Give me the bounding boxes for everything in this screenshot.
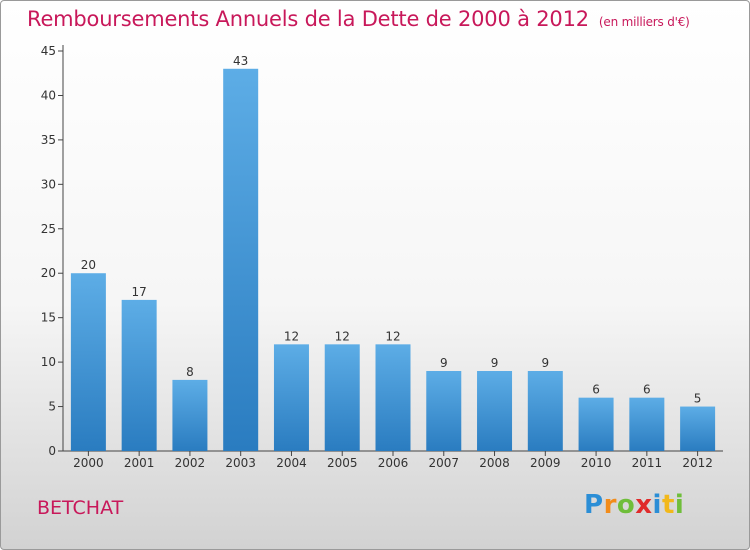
x-tick-label: 2012 bbox=[682, 456, 713, 470]
x-tick-label: 2010 bbox=[581, 456, 612, 470]
y-tick-label: 20 bbox=[41, 266, 56, 280]
x-tick-label: 2000 bbox=[73, 456, 104, 470]
y-tick-label: 45 bbox=[41, 44, 56, 58]
data-label: 9 bbox=[491, 356, 499, 370]
x-tick-label: 2005 bbox=[327, 456, 358, 470]
x-tick-label: 2002 bbox=[175, 456, 206, 470]
x-tick-label: 2001 bbox=[124, 456, 155, 470]
bar bbox=[375, 344, 411, 451]
bar bbox=[680, 406, 716, 451]
data-label: 6 bbox=[592, 383, 600, 397]
data-label: 43 bbox=[233, 54, 248, 68]
chart-unit: (en milliers d'€) bbox=[598, 15, 690, 29]
x-tick-label: 2008 bbox=[479, 456, 510, 470]
bar bbox=[578, 397, 614, 451]
y-tick-label: 25 bbox=[41, 222, 56, 236]
logo-letter: x bbox=[635, 490, 653, 520]
bar bbox=[273, 344, 309, 451]
bar bbox=[121, 299, 157, 451]
logo-letter: r bbox=[603, 490, 617, 520]
data-label: 8 bbox=[186, 365, 194, 379]
logo-letter: P bbox=[584, 490, 604, 520]
data-label: 6 bbox=[643, 383, 651, 397]
data-label: 20 bbox=[81, 258, 96, 272]
data-label: 12 bbox=[335, 329, 350, 343]
bar bbox=[426, 371, 462, 451]
logo-letter: t bbox=[661, 490, 675, 520]
data-label: 12 bbox=[284, 329, 299, 343]
x-tick-label: 2003 bbox=[225, 456, 256, 470]
x-tick-label: 2009 bbox=[530, 456, 561, 470]
bar bbox=[172, 379, 208, 451]
logo-letter: o bbox=[616, 490, 636, 520]
chart-title-text: Remboursements Annuels de la Dette de 20… bbox=[27, 7, 589, 31]
y-tick-label: 15 bbox=[41, 311, 56, 325]
data-label: 17 bbox=[132, 285, 147, 299]
data-label: 9 bbox=[541, 356, 549, 370]
logo-letter: i bbox=[674, 490, 685, 520]
bar bbox=[527, 371, 563, 451]
y-tick-label: 35 bbox=[41, 133, 56, 147]
bars: 20 17 8 43 12 12 12 9 9 9 6 6 5 bbox=[70, 54, 716, 452]
y-tick-label: 30 bbox=[41, 177, 56, 191]
axes: 0 5 10 15 20 25 30 35 40 45 2000 2001 2002 2003 2004 20… bbox=[41, 44, 723, 470]
y-tick-label: 5 bbox=[48, 400, 56, 414]
data-label: 12 bbox=[385, 329, 400, 343]
proxiti-logo: Proxiti bbox=[584, 490, 684, 520]
x-tick-label: 2007 bbox=[428, 456, 459, 470]
data-label: 9 bbox=[440, 356, 448, 370]
x-tick-label: 2011 bbox=[632, 456, 663, 470]
x-tick-label: 2004 bbox=[276, 456, 307, 470]
x-tick-label: 2006 bbox=[378, 456, 409, 470]
bar bbox=[477, 371, 513, 451]
y-tick-label: 0 bbox=[48, 444, 56, 458]
bar bbox=[629, 397, 665, 451]
logo-letter: i bbox=[652, 490, 662, 520]
bar bbox=[223, 68, 259, 452]
place-name: BETCHAT bbox=[37, 497, 124, 519]
y-tick-label: 40 bbox=[41, 88, 56, 102]
bar bbox=[70, 273, 106, 451]
chart-title: Remboursements Annuels de la Dette de 20… bbox=[27, 7, 690, 31]
bar bbox=[324, 344, 360, 451]
data-label: 5 bbox=[694, 392, 702, 406]
y-tick-label: 10 bbox=[41, 355, 56, 369]
